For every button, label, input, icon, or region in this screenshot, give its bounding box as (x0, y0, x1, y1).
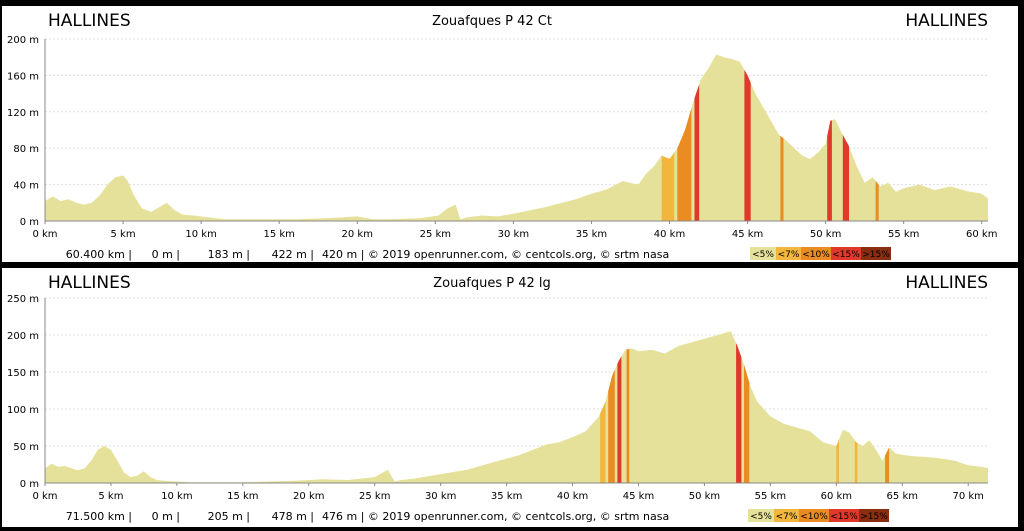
x-tick-label: 5 km (111, 229, 136, 240)
gradient-segment (827, 120, 832, 221)
gradient-segment (617, 356, 622, 483)
y-tick-label: 150 m (7, 368, 39, 379)
x-tick-label: 10 km (161, 491, 192, 502)
legend-label: >15% (862, 250, 890, 260)
gradient-segment (600, 401, 606, 483)
gradient-segment (885, 447, 890, 483)
stat-text: 420 m | © 2019 openrunner.com, © centcol… (322, 248, 669, 261)
y-tick-label: 250 m (7, 294, 39, 305)
stat-text: 478 m | (272, 510, 314, 523)
chart-title: Zouafques P 42 Ct (432, 14, 552, 29)
legend-label: <15% (832, 250, 860, 260)
start-label: HALLINES (48, 11, 131, 31)
start-label: HALLINES (48, 273, 131, 293)
x-tick-label: 20 km (293, 491, 324, 502)
x-tick-label: 45 km (732, 229, 763, 240)
y-tick-label: 120 m (7, 108, 39, 119)
profile-panel-long: HALLINES Zouafques P 42 lg HALLINES 0 m 5… (2, 268, 1018, 527)
elevation-area (45, 54, 988, 221)
x-tick-label: 30 km (498, 229, 529, 240)
x-tick-label: 60 km (966, 229, 997, 240)
gradient-segment (744, 364, 750, 483)
legend-swatch (859, 509, 889, 522)
elevation-area (45, 331, 988, 483)
legend-label: <10% (800, 512, 828, 522)
x-tick-label: 40 km (557, 491, 588, 502)
elevation-chart-short: HALLINES Zouafques P 42 Ct HALLINES 0 m 4… (7, 11, 997, 261)
chart-title: Zouafques P 42 lg (433, 276, 551, 291)
stat-text: 60.400 km | (66, 248, 132, 261)
x-tick-label: 0 km (32, 229, 57, 240)
y-tick-label: 100 m (7, 405, 39, 416)
stat-text: 476 m | © 2019 openrunner.com, © centcol… (322, 510, 669, 523)
y-tick-label: 40 m (13, 181, 39, 192)
y-tick-label: 200 m (7, 35, 39, 46)
gradient-segment (677, 108, 692, 221)
stat-text: 205 m | (208, 510, 250, 523)
legend-label: <5% (752, 250, 774, 260)
y-tick-label: 50 m (13, 442, 39, 453)
legend-label: >15% (860, 512, 888, 522)
y-tick-label: 200 m (7, 331, 39, 342)
stat-text: 0 m | (152, 248, 180, 261)
x-tick-label: 10 km (185, 229, 216, 240)
legend-swatch (831, 247, 861, 260)
legend-label: <5% (750, 512, 772, 522)
legend-swatch (861, 247, 891, 260)
stat-text: 183 m | (208, 248, 250, 261)
end-label: HALLINES (905, 273, 988, 293)
gradient-segment (736, 343, 742, 483)
end-label: HALLINES (905, 11, 988, 31)
x-tick-label: 0 km (32, 491, 57, 502)
stat-text: 0 m | (152, 510, 180, 523)
legend-swatch (799, 509, 829, 522)
legend-label: <15% (830, 512, 858, 522)
x-tick-label: 70 km (952, 491, 983, 502)
x-tick-label: 25 km (359, 491, 390, 502)
x-tick-label: 5 km (98, 491, 123, 502)
gradient-segment (836, 439, 839, 483)
legend-swatch (748, 509, 774, 522)
legend-swatch (774, 509, 799, 522)
gradient-segment (854, 440, 858, 483)
x-tick-label: 55 km (755, 491, 786, 502)
profile-panel-short: HALLINES Zouafques P 42 Ct HALLINES 0 m 4… (2, 6, 1018, 262)
gradient-segment (780, 135, 784, 221)
gradient-segment (842, 134, 849, 221)
y-tick-label: 0 m (20, 479, 39, 490)
gradient-segment (694, 84, 700, 221)
x-tick-label: 50 km (689, 491, 720, 502)
x-tick-label: 55 km (888, 229, 919, 240)
x-tick-label: 35 km (491, 491, 522, 502)
gradient-segment (661, 152, 675, 221)
x-tick-label: 20 km (342, 229, 373, 240)
gradient-segment (875, 181, 879, 221)
legend-label: <7% (776, 512, 798, 522)
x-tick-label: 15 km (227, 491, 258, 502)
y-tick-label: 160 m (7, 71, 39, 82)
x-tick-label: 65 km (887, 491, 918, 502)
x-tick-label: 35 km (576, 229, 607, 240)
x-tick-label: 45 km (623, 491, 654, 502)
elevation-chart-long: HALLINES Zouafques P 42 lg HALLINES 0 m 5… (7, 273, 988, 523)
legend-swatch (829, 509, 859, 522)
x-tick-label: 30 km (425, 491, 456, 502)
legend-label: <7% (778, 250, 800, 260)
x-tick-label: 25 km (420, 229, 451, 240)
gradient-segment (744, 69, 751, 222)
legend-swatch (750, 247, 776, 260)
y-tick-label: 0 m (20, 217, 39, 228)
x-tick-label: 40 km (654, 229, 685, 240)
stat-text: 422 m | (272, 248, 314, 261)
legend-swatch (776, 247, 801, 260)
x-tick-label: 60 km (821, 491, 852, 502)
gradient-segment (608, 369, 615, 483)
stat-text: 71.500 km | (66, 510, 132, 523)
legend-swatch (801, 247, 831, 260)
x-tick-label: 15 km (263, 229, 294, 240)
y-tick-label: 80 m (13, 144, 39, 155)
legend-label: <10% (802, 250, 830, 260)
gradient-segment (626, 348, 630, 483)
x-tick-label: 50 km (810, 229, 841, 240)
